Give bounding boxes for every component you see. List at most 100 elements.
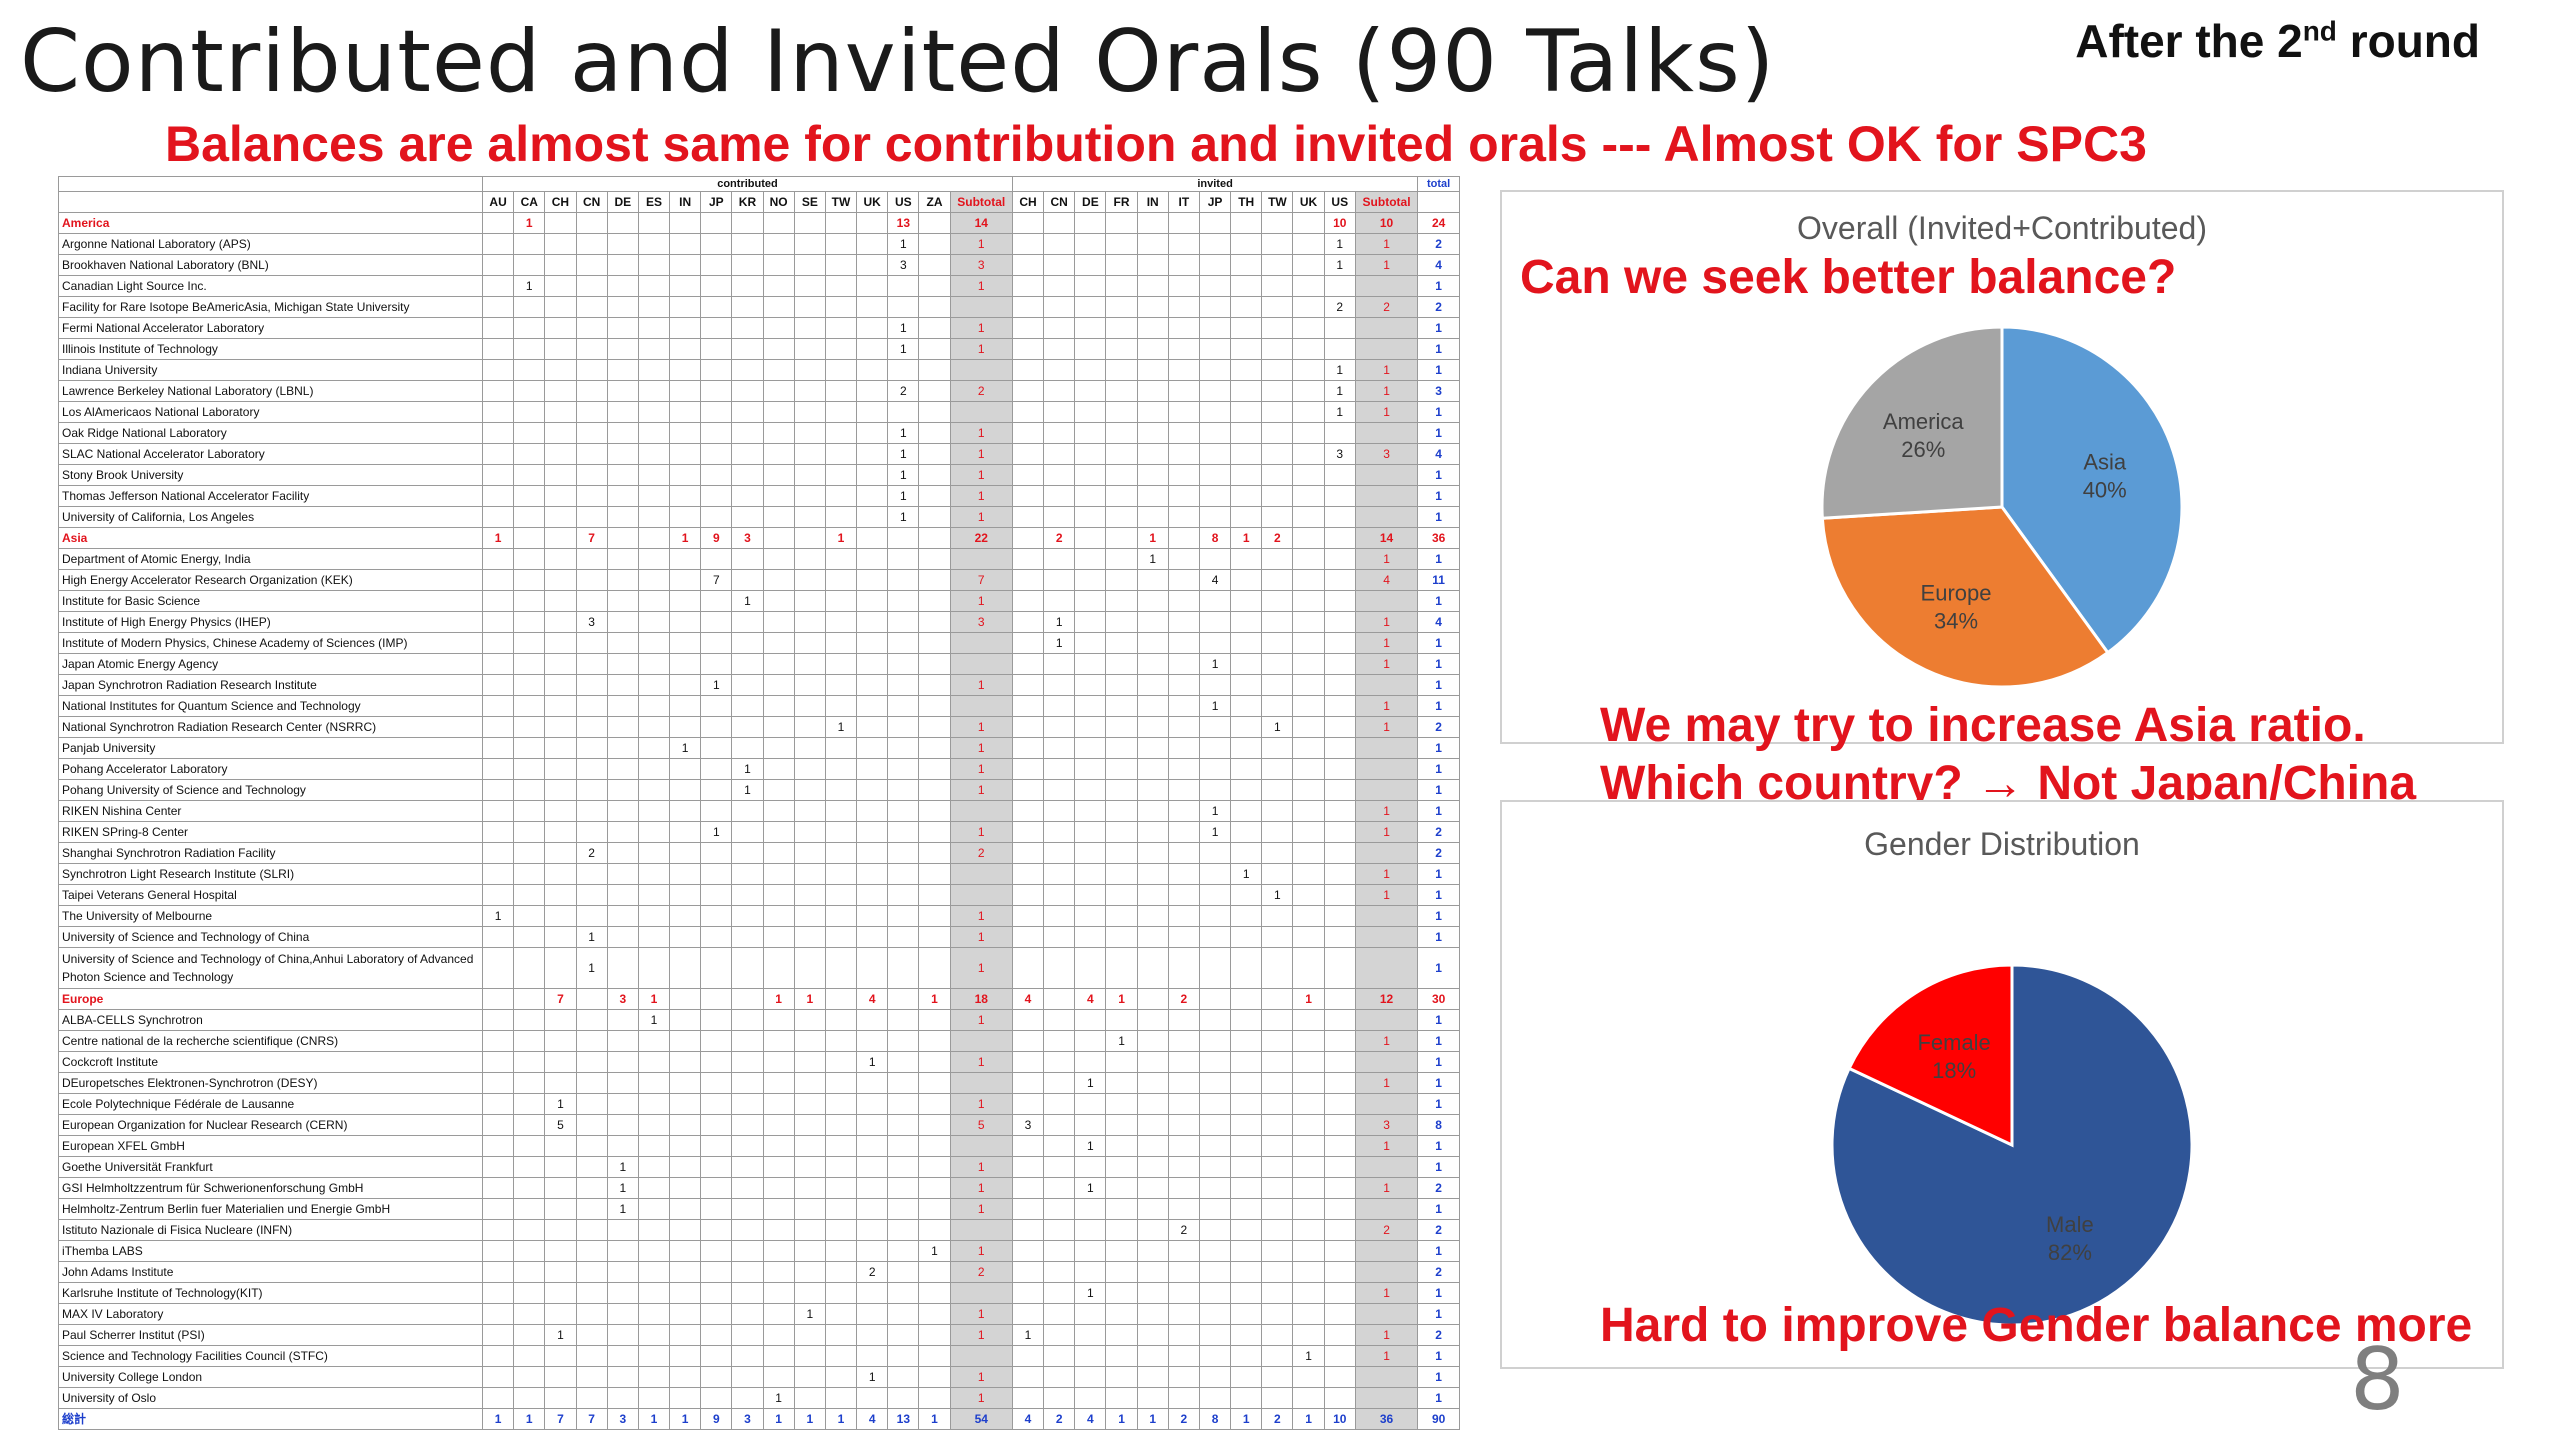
- invited-count: [1261, 1093, 1294, 1115]
- invited-count: [1136, 296, 1169, 318]
- contributed-count: [918, 464, 951, 486]
- contributed-count: [856, 1345, 889, 1367]
- invited-count: [1198, 590, 1232, 612]
- contributed-count: [700, 1345, 733, 1367]
- contributed-count: [669, 212, 702, 234]
- invited-count: [1074, 212, 1107, 234]
- contributed-count: [700, 1051, 733, 1073]
- row-total: 4: [1417, 611, 1460, 633]
- contributed-count: [824, 632, 858, 654]
- row-total: 1: [1417, 422, 1460, 444]
- contributed-count: [669, 1345, 702, 1367]
- invited-count: [1292, 1030, 1325, 1052]
- contributed-count: [606, 1051, 639, 1073]
- contributed-count: [669, 1177, 702, 1199]
- contributed-count: [637, 1114, 671, 1136]
- invited-count: [1323, 464, 1356, 486]
- institution-name: RIKEN SPring-8 Center: [58, 821, 484, 843]
- contributed-count: 1: [887, 506, 920, 528]
- contributed-count: [544, 1345, 577, 1367]
- invited-count: [1167, 548, 1200, 570]
- invited-count: [1198, 779, 1232, 801]
- invited-count: [1074, 821, 1107, 843]
- invited-count: [1323, 926, 1356, 948]
- contributed-count: [637, 884, 671, 906]
- invited-count: [1230, 611, 1263, 633]
- invited-count: [1136, 779, 1169, 801]
- header-country: TW: [824, 191, 858, 213]
- invited-count: [1167, 233, 1200, 255]
- invited-count: [1167, 800, 1200, 822]
- header-country: CN: [575, 191, 608, 213]
- invited-count: [1043, 275, 1076, 297]
- invited-count: [1136, 1345, 1169, 1367]
- row-total: 1: [1417, 695, 1460, 717]
- contributed-count: [606, 695, 639, 717]
- invited-count: [1167, 1177, 1200, 1199]
- invited-subtotal: 14: [1354, 527, 1419, 549]
- invited-count: [1043, 926, 1076, 948]
- contributed-count: [544, 317, 577, 339]
- invited-count: [1043, 947, 1076, 989]
- contributed-subtotal: 1: [949, 926, 1013, 948]
- invited-count: [1043, 1072, 1076, 1094]
- contributed-count: [669, 632, 702, 654]
- invited-count: 1: [1011, 1324, 1045, 1346]
- invited-count: [1136, 1240, 1169, 1262]
- contributed-count: [669, 779, 702, 801]
- contributed-count: [575, 800, 608, 822]
- invited-count: [1011, 737, 1045, 759]
- contributed-count: [700, 338, 733, 360]
- invited-count: [1074, 1093, 1107, 1115]
- invited-count: [1323, 947, 1356, 989]
- contributed-count: [762, 422, 795, 444]
- contributed-subtotal: [949, 296, 1013, 318]
- invited-count: [1292, 611, 1325, 633]
- contributed-count: [793, 1135, 826, 1157]
- contributed-count: [918, 1093, 951, 1115]
- invited-count: [1011, 947, 1045, 989]
- invited-count: [1323, 506, 1356, 528]
- contributed-count: 1: [482, 1408, 515, 1430]
- contributed-count: [918, 758, 951, 780]
- institution-name: Brookhaven National Laboratory (BNL): [58, 254, 484, 276]
- invited-count: [1292, 359, 1325, 381]
- invited-count: [1230, 716, 1263, 738]
- contributed-subtotal: 1: [949, 1240, 1013, 1262]
- invited-count: [1292, 422, 1325, 444]
- contributed-count: [824, 674, 858, 696]
- contributed-count: [793, 380, 826, 402]
- invited-count: [1198, 674, 1232, 696]
- contributed-count: [918, 632, 951, 654]
- contributed-count: [793, 527, 826, 549]
- invited-count: [1043, 1387, 1076, 1409]
- row-total: 2: [1417, 716, 1460, 738]
- invited-count: [1198, 988, 1232, 1010]
- invited-subtotal: 1: [1354, 1345, 1419, 1367]
- contributed-count: [482, 695, 515, 717]
- contributed-count: [669, 842, 702, 864]
- invited-subtotal: 3: [1354, 1114, 1419, 1136]
- invited-count: [1074, 884, 1107, 906]
- contributed-count: [575, 674, 608, 696]
- table-row: European Organization for Nuclear Resear…: [58, 1114, 1460, 1136]
- contributed-count: [575, 905, 608, 927]
- contributed-count: [856, 338, 889, 360]
- invited-count: [1230, 653, 1263, 675]
- contributed-count: [918, 1198, 951, 1220]
- contributed-subtotal: 1: [949, 1177, 1013, 1199]
- invited-count: 1: [1198, 695, 1232, 717]
- contributed-count: [731, 905, 764, 927]
- invited-subtotal: 1: [1354, 233, 1419, 255]
- contributed-count: [700, 758, 733, 780]
- contributed-count: [544, 674, 577, 696]
- invited-count: [1011, 1240, 1045, 1262]
- contributed-count: [918, 443, 951, 465]
- contributed-count: [544, 506, 577, 528]
- invited-count: [1011, 821, 1045, 843]
- invited-count: 8: [1198, 1408, 1232, 1430]
- invited-count: [1323, 1219, 1356, 1241]
- contributed-count: [544, 947, 577, 989]
- contributed-count: [544, 1198, 577, 1220]
- invited-count: [1230, 485, 1263, 507]
